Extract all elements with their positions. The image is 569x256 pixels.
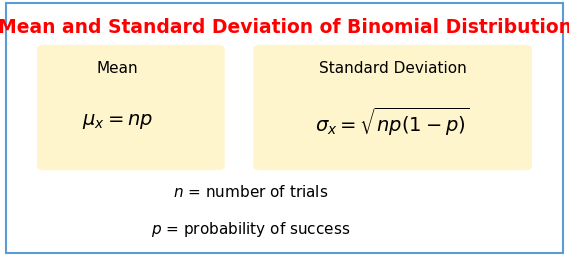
Text: Mean: Mean xyxy=(96,61,138,77)
Text: $\sigma_x = \sqrt{np(1-p)}$: $\sigma_x = \sqrt{np(1-p)}$ xyxy=(315,105,470,138)
Text: $\mu_x = np$: $\mu_x = np$ xyxy=(82,112,152,131)
FancyBboxPatch shape xyxy=(37,45,225,170)
Text: $n$ = number of trials: $n$ = number of trials xyxy=(173,184,328,200)
FancyBboxPatch shape xyxy=(253,45,532,170)
Text: Standard Deviation: Standard Deviation xyxy=(319,61,467,77)
Text: Mean and Standard Deviation of Binomial Distribution: Mean and Standard Deviation of Binomial … xyxy=(0,18,569,37)
FancyBboxPatch shape xyxy=(6,3,563,253)
Text: $p$ = probability of success: $p$ = probability of success xyxy=(151,220,350,239)
